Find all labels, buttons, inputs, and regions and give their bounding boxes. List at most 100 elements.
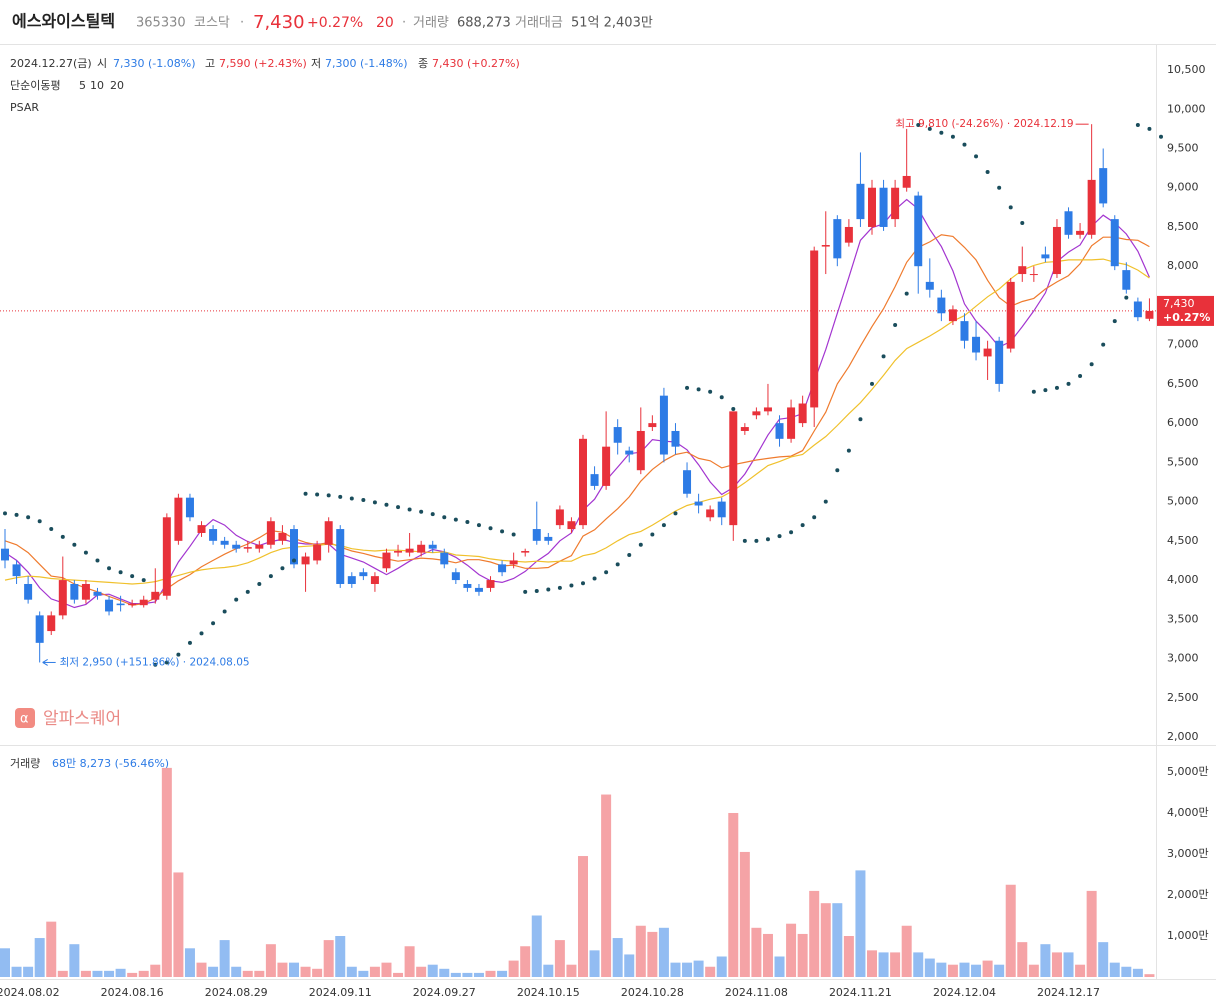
sar-dot — [349, 496, 354, 501]
volume-bar — [1051, 952, 1062, 977]
candle-body — [474, 587, 483, 592]
sar-dot — [604, 570, 609, 575]
volume-bar — [34, 938, 45, 977]
volume-bar — [982, 960, 993, 977]
candle-body — [544, 536, 553, 541]
candle-body — [509, 560, 518, 565]
volume-bar — [762, 933, 773, 977]
candle-body — [1110, 219, 1119, 267]
volume-bar — [947, 964, 958, 977]
volume-bar — [867, 950, 877, 977]
sar-dot — [419, 509, 424, 514]
sar-dot — [673, 511, 678, 516]
sar-dot — [187, 640, 192, 645]
stock-name[interactable]: 에스와이스틸텍 — [12, 12, 115, 31]
volume-bar — [1017, 942, 1028, 977]
volume-bar — [231, 966, 242, 977]
candle-body — [220, 540, 229, 545]
candles — [1, 124, 1154, 663]
candle-body — [1133, 301, 1142, 318]
sar-dot — [315, 492, 320, 497]
volume-bar — [69, 944, 80, 977]
sar-dot — [523, 589, 528, 594]
ma-legend[interactable]: 5 — [79, 79, 86, 92]
y-tick-label: 8,000 — [1167, 259, 1199, 272]
y-tick-label: 5,000 — [1167, 495, 1199, 508]
candle-body — [821, 245, 830, 247]
sar-dot — [118, 570, 123, 575]
candle-body — [93, 591, 102, 596]
price-change-abs: 20 — [376, 15, 394, 31]
sar-dots — [3, 122, 1163, 667]
candle-body — [185, 497, 194, 518]
volume-bar — [11, 966, 22, 977]
volume-bar — [23, 966, 34, 977]
volume-bar — [797, 933, 808, 977]
volume-bar — [358, 970, 369, 977]
sar-dot — [1054, 385, 1059, 390]
candle-body — [706, 509, 715, 518]
y-tick-label: 10,500 — [1167, 63, 1206, 76]
sar-dot — [870, 381, 874, 386]
x-tick-label: 2024.08.02 — [0, 986, 60, 999]
volume-bar — [312, 968, 323, 977]
y-tick-label: 7,000 — [1167, 338, 1199, 351]
candle-body — [301, 556, 310, 565]
price-tag-value: 7,430 — [1163, 297, 1195, 310]
candle-body — [972, 336, 981, 353]
watermark-icon-glyph: α — [20, 712, 29, 727]
sar-dot — [1089, 362, 1094, 367]
info-label: 시 — [97, 57, 107, 70]
sar-dot — [846, 448, 851, 453]
high-annotation: 최고 9,810 (-24.26%) · 2024.12.19 — [895, 118, 1073, 130]
volume-bar — [739, 851, 750, 977]
candle-body — [370, 576, 379, 584]
candle-body — [844, 226, 853, 243]
sar-dot — [1135, 122, 1140, 127]
ma-label[interactable]: 단순이동평 — [10, 79, 61, 92]
candle-body — [128, 603, 137, 606]
info-high: 7,590 (+2.43%) — [219, 57, 307, 70]
candle-body — [590, 474, 599, 486]
candle-body — [1087, 179, 1096, 235]
y-tick-label: 9,500 — [1167, 141, 1199, 154]
sar-label[interactable]: PSAR — [10, 101, 39, 114]
candle-body — [313, 544, 322, 561]
x-tick-label: 2024.08.29 — [205, 986, 268, 999]
candle-body — [729, 411, 738, 526]
sar-dot — [1043, 388, 1048, 393]
candle-body — [324, 521, 333, 545]
sar-dot — [974, 154, 979, 159]
sar-dot — [1101, 342, 1106, 347]
candle-body — [613, 427, 622, 443]
x-tick-label: 2024.11.21 — [829, 986, 892, 999]
candle-body — [1099, 168, 1108, 204]
volume-bar — [184, 948, 195, 977]
low-annotation: 최저 2,950 (+151.86%) · 2024.08.05 — [60, 656, 250, 668]
ma-legend[interactable]: 20 — [110, 79, 124, 92]
candle-body — [232, 544, 241, 549]
sar-dot — [1066, 381, 1071, 386]
candle-body — [648, 423, 657, 428]
price-tag — [1157, 295, 1214, 326]
candle-body — [243, 547, 252, 549]
sar-dot — [234, 597, 239, 602]
ma-legend[interactable]: 10 — [90, 79, 104, 92]
volume-bar — [127, 972, 138, 977]
y-tick-label: 9,000 — [1167, 181, 1199, 194]
sar-dot — [280, 566, 285, 571]
volume-bar — [242, 970, 253, 977]
sar-dot — [37, 519, 42, 524]
candle-body — [116, 603, 125, 606]
volume-bar — [589, 950, 600, 977]
candle-body — [255, 544, 264, 549]
x-tick-label: 2024.10.15 — [517, 986, 580, 999]
candle-body — [1, 548, 9, 561]
candle-body — [81, 583, 90, 600]
candle-body — [139, 599, 148, 606]
candle-body — [58, 580, 67, 616]
volume-bar — [497, 970, 508, 977]
volume-bar — [1109, 962, 1120, 977]
sar-dot — [939, 130, 944, 135]
candle-body — [787, 407, 796, 439]
